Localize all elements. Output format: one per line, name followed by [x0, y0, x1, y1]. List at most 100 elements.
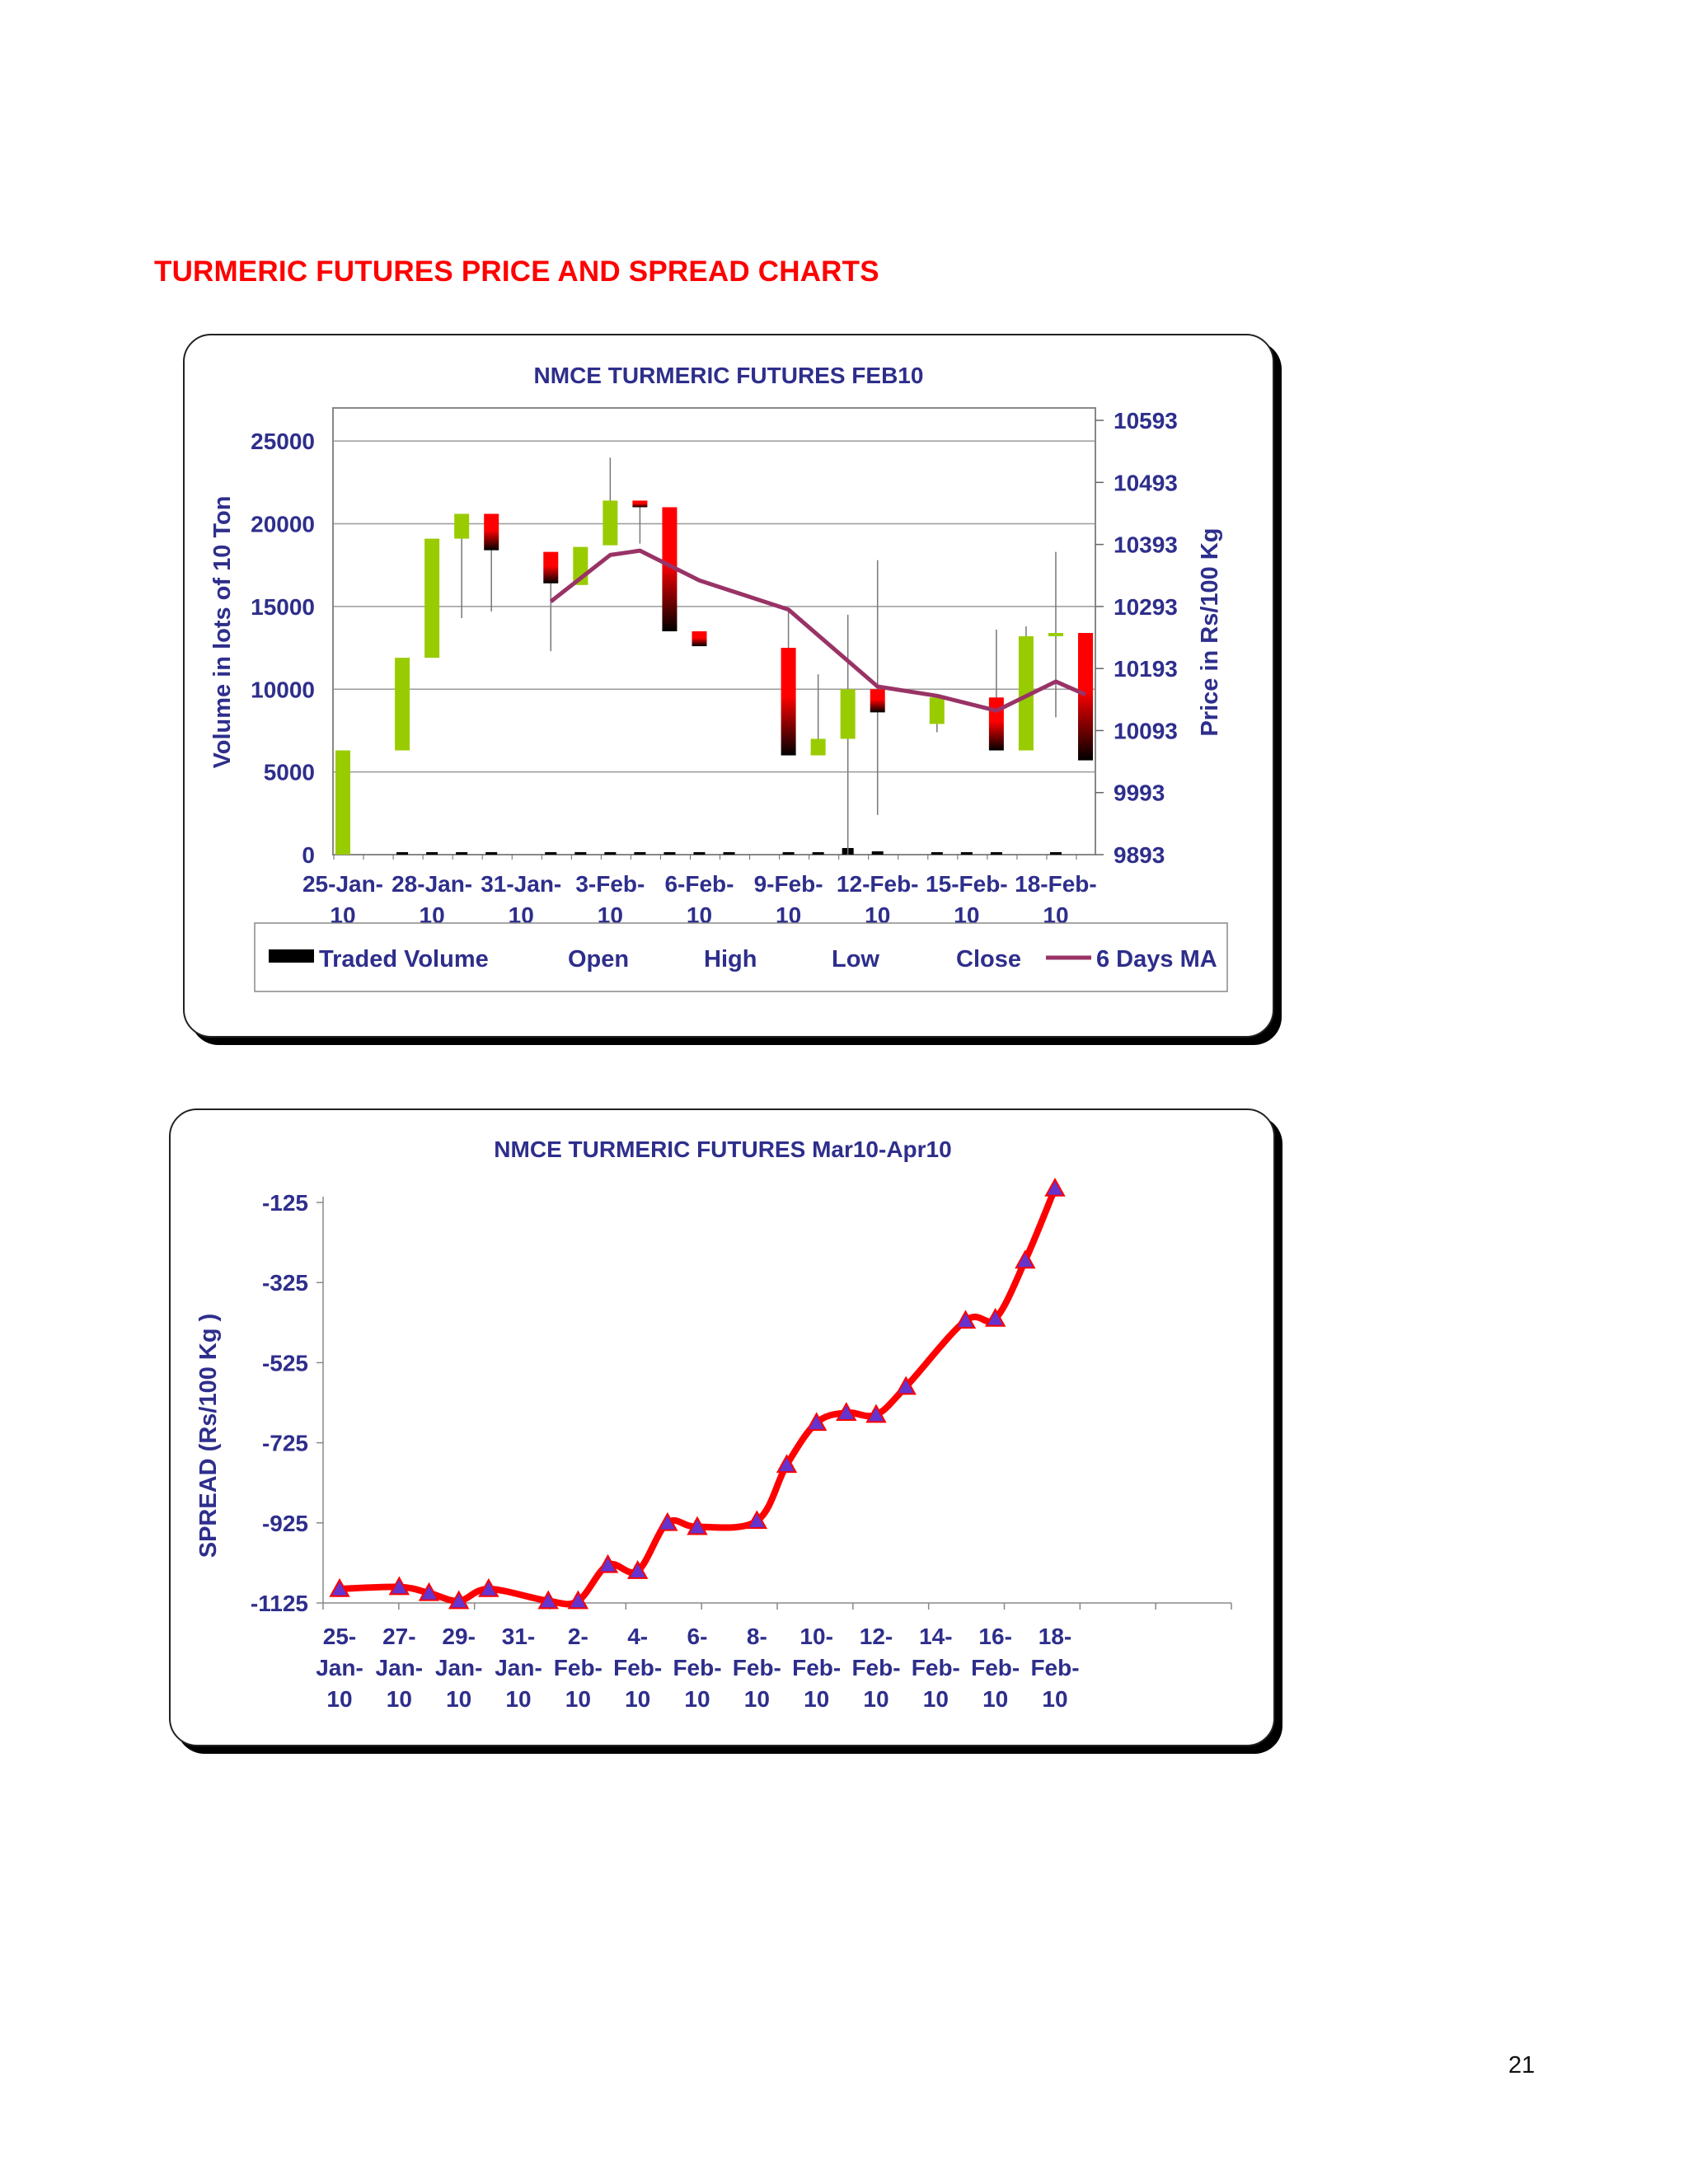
legend-high: High	[704, 946, 757, 972]
x-tick-label: 10	[625, 1686, 650, 1712]
y-tick-label: -325	[262, 1270, 308, 1296]
x-tick-label: 10	[326, 1686, 352, 1712]
candle-body	[632, 500, 648, 508]
spread-point	[657, 1511, 678, 1531]
y2-tick-label: 10393	[1114, 532, 1178, 558]
y-tick-label: -125	[262, 1190, 308, 1216]
spread-point	[329, 1577, 350, 1597]
volume-bar	[723, 852, 735, 855]
y-tick-label: -925	[262, 1511, 308, 1536]
spread-point	[1044, 1177, 1066, 1197]
spread-point	[418, 1582, 440, 1601]
y-axis-label: Volume in lots of 10 Ton	[209, 496, 236, 769]
x-tick-label: 31-Jan-	[481, 871, 561, 897]
legend-traded-volume: Traded Volume	[319, 946, 489, 972]
candle-body	[454, 513, 470, 539]
x-tick-label: 10	[863, 1686, 889, 1712]
candle-body	[395, 658, 410, 751]
x-tick-label: 12-Feb-	[837, 871, 919, 897]
y-tick-label: -725	[262, 1431, 308, 1456]
spread-point	[537, 1590, 559, 1610]
x-tick-label: Feb-	[613, 1655, 662, 1680]
y-tick-label: 15000	[251, 594, 315, 620]
candle-body	[692, 631, 707, 647]
x-tick-label: 10	[684, 1686, 710, 1712]
candle-body	[1048, 633, 1063, 637]
volume-bar	[426, 852, 438, 855]
volume-bar	[1049, 852, 1062, 855]
x-tick-label: 28-Jan-	[392, 871, 472, 897]
legend-ma: 6 Days MA	[1096, 946, 1217, 972]
x-tick-label: Feb-	[792, 1655, 841, 1680]
x-tick-label: 15-Feb-	[926, 871, 1008, 897]
candle-body	[335, 750, 350, 855]
x-tick-label: 6-Feb-	[664, 871, 734, 897]
volume-bar	[990, 852, 1002, 855]
chart-title: NMCE TURMERIC FUTURES Mar10-Apr10	[494, 1137, 951, 1162]
candle-body	[929, 697, 945, 724]
volume-bar	[812, 852, 824, 855]
y-axis-label: SPREAD (Rs/100 Kg )	[195, 1314, 222, 1558]
ma-line	[549, 548, 1087, 713]
y-tick-label: 5000	[264, 760, 315, 785]
candle-body	[870, 689, 885, 713]
spread-point	[478, 1577, 499, 1597]
spread-line	[336, 1185, 1058, 1608]
spread-point	[984, 1307, 1006, 1327]
candle-body	[781, 648, 796, 756]
x-tick-label: 10	[387, 1686, 412, 1712]
legend-volume-swatch	[269, 949, 314, 963]
candle-body	[1078, 633, 1093, 761]
spread-point	[865, 1404, 887, 1423]
x-tick-label: 27-	[382, 1624, 415, 1649]
x-tick-label: 16-	[978, 1624, 1011, 1649]
y2-tick-label: 10093	[1114, 718, 1178, 743]
y2-tick-label: 9893	[1114, 842, 1165, 868]
candle-body	[988, 697, 1004, 751]
candle-body	[424, 538, 440, 658]
x-tick-label: 4-	[627, 1624, 648, 1649]
x-tick-label: 25-Jan-	[302, 871, 383, 897]
y2-tick-label: 10193	[1114, 656, 1178, 682]
spread-point	[448, 1590, 470, 1610]
legend-low: Low	[832, 946, 879, 972]
x-tick-label: 18-	[1039, 1624, 1071, 1649]
price-chart: NMCE TURMERIC FUTURES FEB10 0 5000 10000 150…	[209, 363, 1228, 992]
x-tick-label: 10	[982, 1686, 1008, 1712]
x-tick-label: 18-Feb-	[1015, 871, 1097, 897]
page-heading: TURMERIC FUTURES PRICE AND SPREAD CHARTS	[154, 255, 879, 288]
legend-close: Close	[956, 946, 1021, 972]
spread-chart: NMCE TURMERIC FUTURES Mar10-Apr10 -125 -32…	[195, 1137, 1232, 1712]
x-tick-label: 6-	[687, 1624, 708, 1649]
x-tick-label: Feb-	[912, 1655, 960, 1680]
y-tick-label: 20000	[251, 512, 315, 537]
x-tick-label: Jan-	[435, 1655, 483, 1680]
y2-tick-label: 10293	[1114, 594, 1178, 620]
x-tick-label: 10	[505, 1686, 531, 1712]
y-tick-label: -525	[262, 1350, 308, 1376]
spread-point	[746, 1510, 768, 1530]
x-tick-label: 12-	[860, 1624, 893, 1649]
price-chart-panel: NMCE TURMERIC FUTURES FEB10 0 5000 10000 150…	[183, 334, 1274, 1038]
x-tick-label: 8-	[747, 1624, 767, 1649]
spread-point	[687, 1516, 708, 1535]
x-tick-label: 10-	[799, 1624, 832, 1649]
volume-bar	[782, 852, 795, 855]
x-tick-label: 10	[565, 1686, 591, 1712]
candle-body	[1018, 636, 1034, 751]
y-tick-label: -1125	[251, 1591, 308, 1616]
x-tick-label: Jan-	[495, 1655, 542, 1680]
x-tick-label: 10	[1042, 1686, 1067, 1712]
candle-body	[810, 738, 826, 756]
spread-point	[626, 1560, 649, 1579]
x-tick-label: Feb-	[733, 1655, 781, 1680]
x-tick-label: 10	[744, 1686, 770, 1712]
candle-body	[543, 551, 559, 583]
x-tick-label: 29-	[442, 1624, 475, 1649]
x-tick-label: Jan-	[376, 1655, 424, 1680]
page-number: 21	[1508, 2052, 1536, 2079]
x-tick-label: 10	[923, 1686, 949, 1712]
x-tick-label: 25-	[323, 1624, 356, 1649]
candle-body	[603, 500, 618, 546]
chart-title: NMCE TURMERIC FUTURES FEB10	[534, 363, 924, 388]
